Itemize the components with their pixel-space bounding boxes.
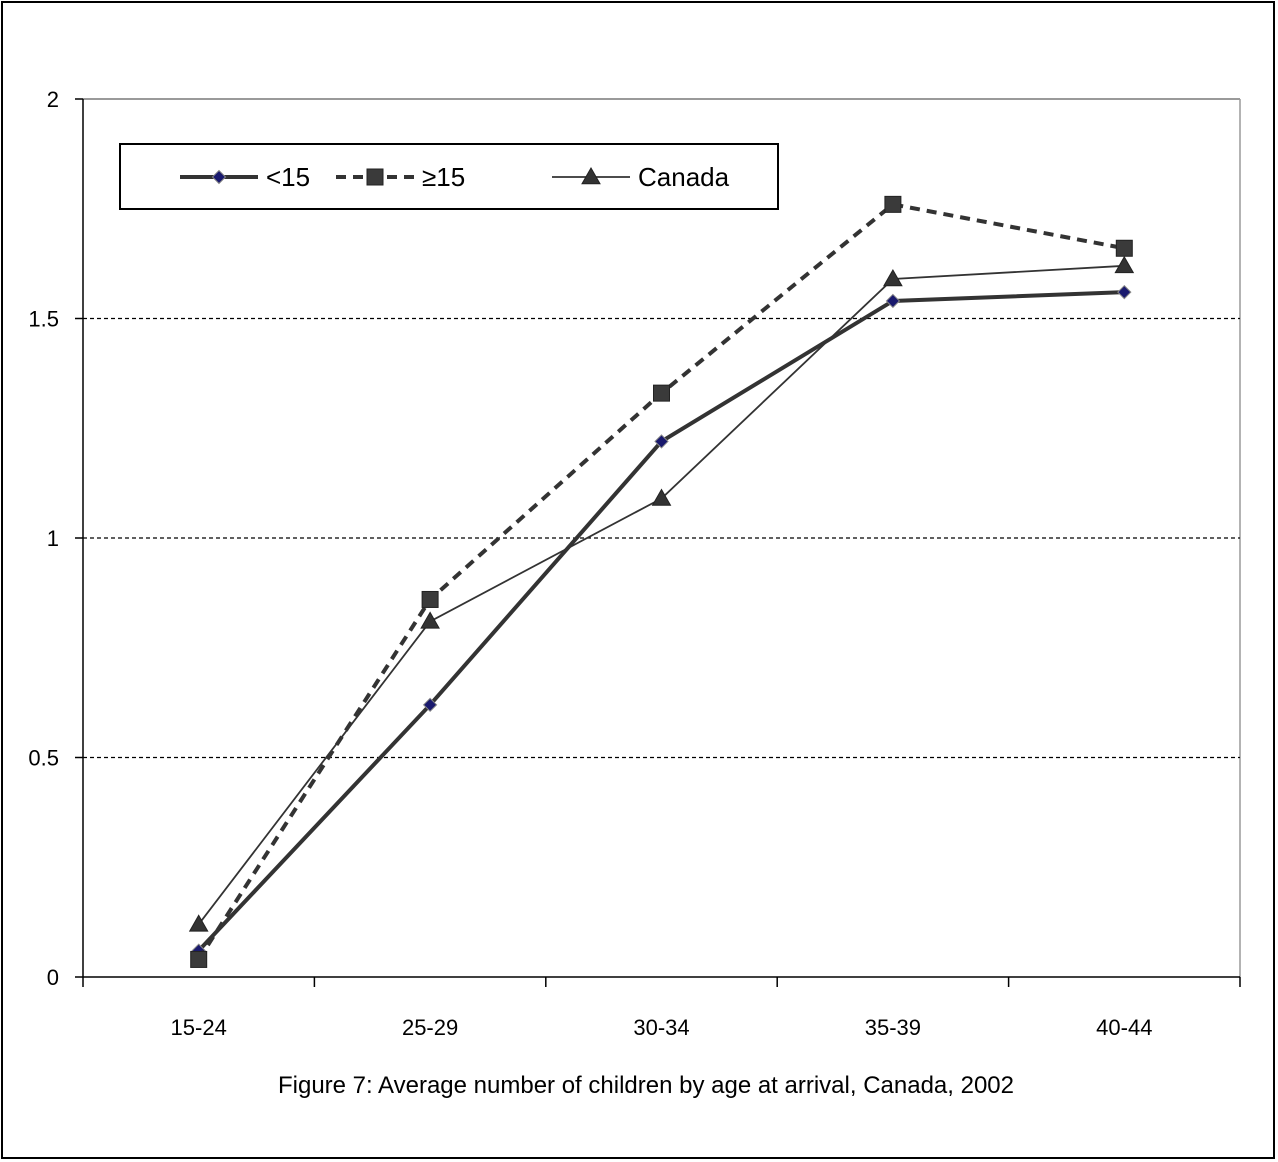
y-tick-label: 1.5 [28, 307, 59, 332]
x-tick-label: 35-39 [865, 1015, 921, 1040]
legend-marker [211, 169, 227, 185]
series-2-point [651, 488, 672, 506]
legend-label: Canada [638, 162, 730, 192]
series-2-point [1114, 255, 1135, 274]
series-0-point [654, 434, 669, 449]
legend: <15 ≥15 Canada [119, 143, 779, 210]
series-1-point [190, 950, 208, 968]
gridlines [83, 98, 1241, 977]
x-tick-label: 15-24 [171, 1015, 227, 1040]
series-1-point [421, 590, 439, 608]
series-0-point [1117, 284, 1132, 300]
series-1-point [653, 384, 670, 402]
series-2-point [883, 268, 903, 287]
series-2-line [197, 264, 1125, 925]
series-0-point [885, 293, 901, 309]
y-tick-label: 0.5 [28, 746, 59, 771]
series-0 [191, 284, 1132, 958]
series-2-point [188, 914, 209, 932]
figure-caption: Figure 7: Average number of children by … [278, 1072, 1014, 1099]
series-1-line [197, 202, 1125, 961]
axes: 0 0.5 1 1.5 2 15-24 25-29 30-34 35-39 40-44 [28, 87, 1241, 1040]
series-0-point [422, 697, 438, 713]
legend-marker [366, 168, 384, 186]
legend-entry: <15 [180, 162, 310, 192]
series-2 [188, 255, 1135, 932]
y-tick-label: 1 [47, 526, 59, 551]
legend-marker [581, 166, 601, 185]
legend-entry: ≥15 [336, 162, 465, 192]
x-tick-label: 30-34 [633, 1015, 689, 1040]
legend-label: <15 [266, 162, 310, 192]
series-2-point [420, 611, 440, 629]
series-1-point [1115, 239, 1133, 257]
x-tick-label: 40-44 [1096, 1015, 1152, 1040]
series-lines [188, 195, 1135, 968]
legend-entry: Canada [552, 162, 730, 192]
legend-label: ≥15 [422, 162, 465, 192]
series-1-point [884, 195, 902, 213]
x-tick-label: 25-29 [402, 1015, 458, 1040]
series-1 [190, 195, 1133, 968]
y-tick-label: 2 [47, 87, 59, 112]
y-tick-label: 0 [47, 965, 59, 990]
